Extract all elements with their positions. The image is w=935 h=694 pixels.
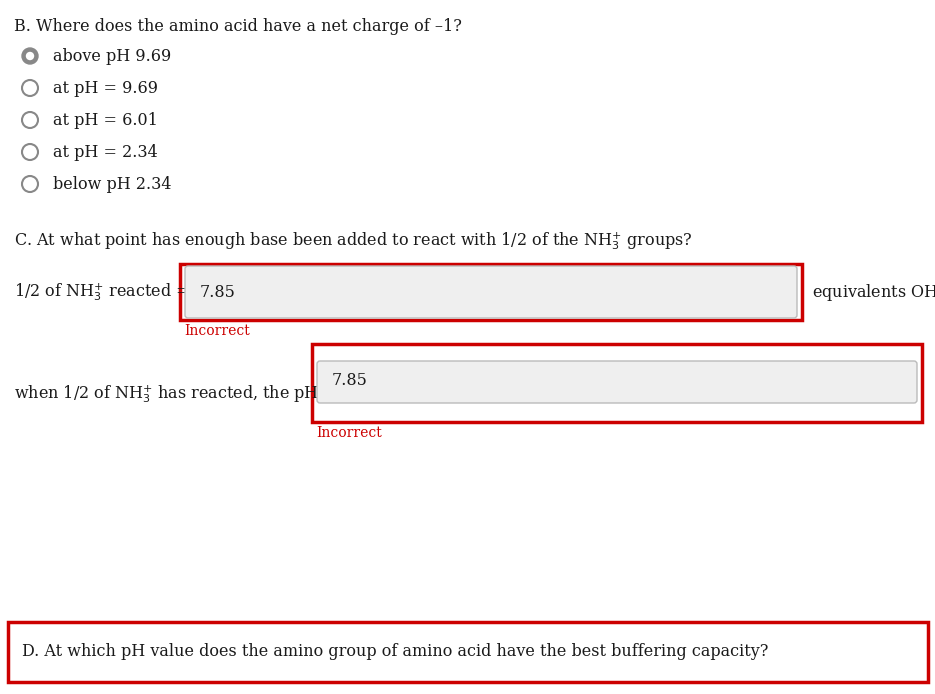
Text: when 1/2 of NH$_{3}^{+}$ has reacted, the pH =: when 1/2 of NH$_{3}^{+}$ has reacted, th… xyxy=(14,383,337,405)
Text: equivalents OH$^{-}$: equivalents OH$^{-}$ xyxy=(812,282,935,303)
Text: at pH = 9.69: at pH = 9.69 xyxy=(53,80,158,96)
Circle shape xyxy=(22,48,38,64)
Text: above pH 9.69: above pH 9.69 xyxy=(53,47,171,65)
Text: D. At which pH value does the amino group of amino acid have the best buffering : D. At which pH value does the amino grou… xyxy=(22,643,769,661)
FancyBboxPatch shape xyxy=(317,361,917,403)
FancyBboxPatch shape xyxy=(185,266,797,318)
FancyBboxPatch shape xyxy=(8,622,928,682)
Text: C. At what point has enough base been added to react with 1/2 of the NH$_{3}^{+}: C. At what point has enough base been ad… xyxy=(14,230,693,252)
Text: Incorrect: Incorrect xyxy=(184,324,250,338)
Text: 1/2 of NH$_{3}^{+}$ reacted =: 1/2 of NH$_{3}^{+}$ reacted = xyxy=(14,281,189,303)
FancyBboxPatch shape xyxy=(312,344,922,422)
Text: 7.85: 7.85 xyxy=(332,371,367,389)
FancyBboxPatch shape xyxy=(180,264,802,320)
Text: below pH 2.34: below pH 2.34 xyxy=(53,176,171,192)
Text: B. Where does the amino acid have a net charge of –1?: B. Where does the amino acid have a net … xyxy=(14,18,462,35)
Circle shape xyxy=(26,53,34,60)
Text: at pH = 6.01: at pH = 6.01 xyxy=(53,112,158,128)
Text: 7.85: 7.85 xyxy=(200,284,236,301)
Text: Incorrect: Incorrect xyxy=(316,426,381,440)
Text: at pH = 2.34: at pH = 2.34 xyxy=(53,144,158,160)
